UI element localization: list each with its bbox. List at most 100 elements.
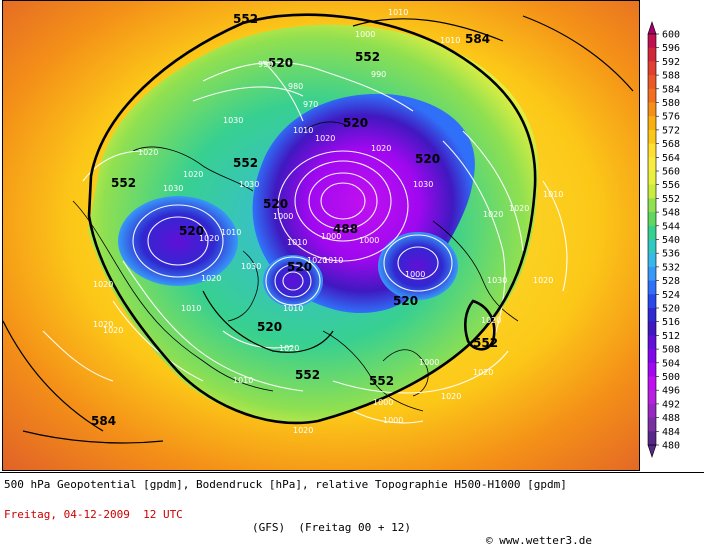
weather-chart-frame: 552 552 552 552 552 552 552 520 520 520 … bbox=[0, 0, 704, 547]
legend-level-label: 520 bbox=[662, 304, 680, 315]
big-labels: 552 552 552 552 552 552 552 520 520 520 … bbox=[91, 12, 498, 428]
legend-level-label: 580 bbox=[662, 98, 680, 109]
legend-level-label: 492 bbox=[662, 399, 680, 410]
legend-level-label: 512 bbox=[662, 331, 680, 342]
map-label: 552 bbox=[355, 50, 380, 64]
legend-swatch bbox=[648, 198, 656, 213]
legend-level-label: 576 bbox=[662, 112, 680, 123]
pressure-label: 1010 bbox=[221, 228, 241, 237]
legend-swatch bbox=[648, 116, 656, 131]
map-label: 584 bbox=[465, 32, 490, 46]
pressure-label: 970 bbox=[303, 100, 318, 109]
legend-swatch bbox=[648, 143, 656, 158]
footer-info-line: Freitag, 04-12-2009 12 UTC (GFS) (Freita… bbox=[4, 495, 704, 547]
legend-swatch bbox=[648, 171, 656, 186]
chart-description: 500 hPa Geopotential [gpdm], Bodendruck … bbox=[4, 478, 567, 491]
legend-level-label: 488 bbox=[662, 413, 680, 424]
small-labels: 1010101010009909909809701010102010301020… bbox=[93, 8, 563, 435]
map-label: 520 bbox=[343, 116, 368, 130]
cutoff-low-shading bbox=[263, 255, 323, 307]
legend-swatch bbox=[648, 47, 656, 62]
legend-level-label: 568 bbox=[662, 139, 680, 150]
pressure-label: 1000 bbox=[373, 398, 393, 407]
pressure-label: 1010 bbox=[283, 304, 303, 313]
map-label: 520 bbox=[393, 294, 418, 308]
legend-swatch bbox=[648, 294, 656, 309]
map-label: 552 bbox=[473, 336, 498, 350]
pressure-label: 1000 bbox=[405, 270, 425, 279]
pressure-label: 1020 bbox=[483, 210, 503, 219]
legend-swatch bbox=[648, 431, 656, 446]
legend-level-label: 508 bbox=[662, 345, 680, 356]
legend-swatch bbox=[648, 417, 656, 432]
copyright-link[interactable]: © www.wetter3.de bbox=[486, 534, 592, 547]
legend-swatch bbox=[648, 403, 656, 419]
legend-level-label: 532 bbox=[662, 262, 680, 273]
pressure-label: 1010 bbox=[287, 238, 307, 247]
legend-swatch bbox=[648, 321, 656, 336]
pressure-label: 1020 bbox=[183, 170, 203, 179]
pressure-label: 1030 bbox=[487, 276, 507, 285]
coastlines bbox=[72, 121, 519, 412]
legend-level-label: 564 bbox=[662, 153, 680, 164]
legend-level-label: 592 bbox=[662, 57, 680, 68]
legend-swatch bbox=[648, 280, 656, 295]
color-legend: 600 596 592 588 584 580 576 572 568 564 560 556 552 5… bbox=[640, 0, 704, 471]
legend-level-label: 524 bbox=[662, 290, 680, 301]
legend-swatch bbox=[648, 349, 656, 364]
legend-swatch bbox=[648, 362, 656, 377]
legend-level-label: 516 bbox=[662, 317, 680, 328]
pressure-label: 1020 bbox=[307, 256, 327, 265]
legend-bar: 600 596 592 588 584 580 576 572 568 564 560 556 552 5… bbox=[647, 21, 680, 458]
legend-level-label: 536 bbox=[662, 249, 680, 260]
legend-swatch bbox=[648, 212, 656, 227]
pressure-label: 1020 bbox=[509, 204, 529, 213]
pressure-label: 1030 bbox=[413, 180, 433, 189]
legend-level-label: 540 bbox=[662, 235, 680, 246]
legend-swatch bbox=[648, 308, 656, 323]
pressure-label: 1030 bbox=[239, 180, 259, 189]
map-label: 584 bbox=[91, 414, 116, 428]
weather-map: 552 552 552 552 552 552 552 520 520 520 … bbox=[2, 0, 640, 471]
legend-swatch bbox=[648, 266, 656, 282]
legend-swatch bbox=[648, 376, 656, 391]
chart-footer: 500 hPa Geopotential [gpdm], Bodendruck … bbox=[0, 472, 704, 547]
low-lobe-west bbox=[118, 196, 238, 286]
map-label: 520 bbox=[287, 260, 312, 274]
legend-level-label: 596 bbox=[662, 43, 680, 54]
pressure-label: 1020 bbox=[201, 274, 221, 283]
pressure-label: 1020 bbox=[293, 426, 313, 435]
pressure-label: 1030 bbox=[241, 262, 261, 271]
legend-arrow-bottom bbox=[647, 444, 657, 458]
pressure-label: 1000 bbox=[419, 358, 439, 367]
map-label: 552 bbox=[111, 176, 136, 190]
legend-level-label: 548 bbox=[662, 208, 680, 219]
map-label: 552 bbox=[233, 156, 258, 170]
pressure-label: 990 bbox=[258, 60, 273, 69]
pressure-label: 1020 bbox=[93, 280, 113, 289]
map-label: 520 bbox=[263, 197, 288, 211]
legend-level-label: 480 bbox=[662, 441, 680, 452]
legend-level-label: 500 bbox=[662, 372, 680, 383]
pressure-label: 980 bbox=[288, 82, 303, 91]
map-label: 552 bbox=[233, 12, 258, 26]
legend-swatch bbox=[648, 88, 656, 103]
pressure-label: 1030 bbox=[163, 184, 183, 193]
pressure-label: 1020 bbox=[279, 344, 299, 353]
pressure-label: 1020 bbox=[103, 326, 123, 335]
map-label: 552 bbox=[295, 368, 320, 382]
legend-level-label: 572 bbox=[662, 125, 680, 136]
pressure-label: 1020 bbox=[441, 392, 461, 401]
secondary-contours bbox=[3, 15, 634, 444]
legend-level-label: 560 bbox=[662, 167, 680, 178]
model-run: (GFS) (Freitag 00 + 12) bbox=[252, 521, 411, 534]
pressure-label: 1010 bbox=[440, 36, 460, 45]
legend-swatch bbox=[648, 75, 656, 90]
pressure-label: 1020 bbox=[533, 276, 553, 285]
valid-date: Freitag, 04-12-2009 12 UTC bbox=[4, 508, 183, 521]
pressure-label: 1020 bbox=[93, 320, 113, 329]
legend-swatch bbox=[648, 253, 656, 268]
pressure-label: 1000 bbox=[359, 236, 379, 245]
pressure-label: 1020 bbox=[473, 368, 493, 377]
legend-level-label: 496 bbox=[662, 386, 680, 397]
